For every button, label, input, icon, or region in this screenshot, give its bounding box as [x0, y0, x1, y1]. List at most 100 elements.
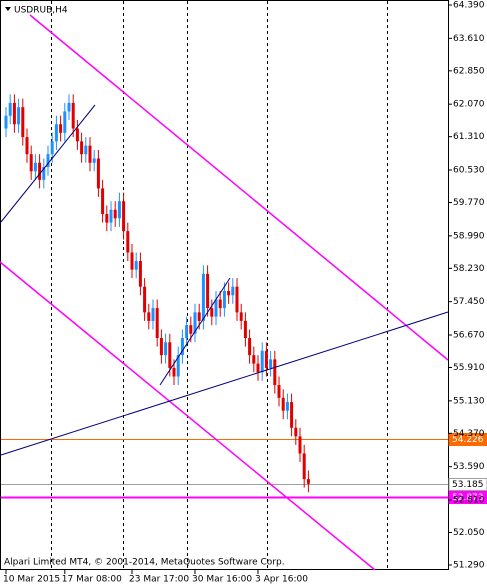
price-level-label: 52.873	[452, 493, 484, 503]
candle-body	[210, 308, 214, 317]
candle-body	[180, 338, 184, 356]
price-level-box	[448, 491, 487, 504]
candle-body	[189, 325, 193, 334]
candle-body	[260, 350, 264, 373]
candle-body	[256, 363, 260, 373]
candle-body	[185, 325, 189, 339]
candle-body	[277, 385, 281, 398]
candle-body	[29, 154, 33, 172]
candle-body	[164, 342, 168, 356]
candle-body	[67, 102, 71, 112]
candle-body	[117, 201, 121, 219]
price-level-label: 53.185	[452, 480, 484, 490]
candle-body	[92, 158, 96, 163]
candle-body	[113, 209, 117, 219]
candle-body	[80, 141, 84, 155]
y-tick-label: 63.610	[453, 34, 485, 44]
candle-body	[147, 312, 151, 321]
candle-body	[302, 453, 306, 480]
y-tick-label: 55.130	[453, 396, 485, 406]
candle-body	[21, 107, 25, 138]
y-tick-label: 60.530	[453, 166, 485, 176]
price-level-box	[448, 433, 487, 446]
candle-body	[59, 124, 63, 133]
candle-body	[71, 102, 75, 129]
y-tick-label: 52.050	[453, 528, 485, 538]
y-tick-label: 58.230	[453, 264, 485, 274]
candle-body	[12, 102, 16, 125]
candle-body	[214, 299, 218, 317]
candle-body	[151, 308, 155, 321]
candle-body	[306, 479, 310, 484]
candle-body	[33, 162, 37, 172]
trend-line	[0, 261, 376, 571]
candle-body	[75, 128, 79, 142]
trend-line	[159, 277, 231, 386]
candle-body	[126, 231, 130, 253]
price-level-label: 54.226	[452, 435, 484, 445]
candle-body	[109, 209, 113, 223]
price-level-box	[448, 478, 487, 491]
x-tick-label: 17 Mar 08:00	[62, 575, 122, 585]
candle-body	[197, 312, 201, 321]
candle-body	[4, 115, 8, 129]
candle-body	[63, 111, 67, 133]
candle-body	[8, 102, 12, 116]
candle-body	[290, 402, 294, 428]
x-tick-label: 10 Mar 2015	[3, 575, 60, 585]
candle-body	[138, 261, 142, 287]
y-tick-label: 62.850	[453, 66, 485, 76]
candle-body	[17, 107, 21, 125]
y-tick-label: 51.290	[453, 561, 485, 571]
candle-body	[155, 308, 159, 339]
y-tick-label: 52.810	[453, 496, 485, 506]
candle-body	[172, 367, 176, 377]
y-tick-label: 59.770	[453, 198, 485, 208]
trend-line	[0, 104, 96, 223]
candle-body	[222, 290, 226, 309]
trend-line	[0, 311, 449, 456]
y-tick-label: 56.670	[453, 331, 485, 341]
x-tick-label: 30 Mar 16:00	[192, 575, 252, 585]
candle-body	[193, 312, 197, 334]
footer: Alpari Limited MT4, © 2001-2014, MetaQuo…	[4, 558, 285, 568]
candle-body	[231, 286, 235, 296]
candle-body	[269, 359, 273, 368]
y-tick-label: 53.590	[453, 462, 485, 472]
x-tick-label: 23 Mar 17:00	[129, 575, 189, 585]
candle-body	[122, 201, 126, 232]
candle-body	[88, 145, 92, 163]
candle-body	[218, 299, 222, 309]
candle-body	[294, 427, 298, 437]
candle-body	[239, 312, 243, 321]
title-arrow	[5, 7, 11, 11]
candle-body	[143, 286, 147, 313]
trend-line	[29, 14, 449, 361]
candle-body	[105, 214, 109, 223]
candle-body	[54, 124, 58, 142]
candle-body	[227, 290, 231, 296]
y-tick-label: 55.910	[453, 363, 485, 373]
candle-body	[176, 355, 180, 377]
candle-body	[50, 141, 54, 155]
candle-body	[206, 273, 210, 309]
candle-body	[38, 162, 42, 180]
candle-body	[235, 286, 239, 313]
candle-body	[84, 145, 88, 155]
candle-body	[281, 397, 285, 411]
candle-body	[264, 350, 268, 368]
candle-body	[96, 158, 100, 189]
candle-body	[243, 320, 247, 339]
candle-body	[168, 342, 172, 368]
chart-title: USDRUB,H4	[14, 6, 68, 16]
candle-body	[201, 273, 205, 321]
candle-body	[25, 137, 29, 155]
candle-body	[42, 167, 46, 180]
candle-body	[134, 261, 138, 270]
candle-body	[248, 338, 252, 356]
candle-body	[46, 154, 50, 168]
candle-body	[252, 355, 256, 364]
y-tick-label: 62.070	[453, 100, 485, 110]
y-tick-label: 57.450	[453, 297, 485, 307]
